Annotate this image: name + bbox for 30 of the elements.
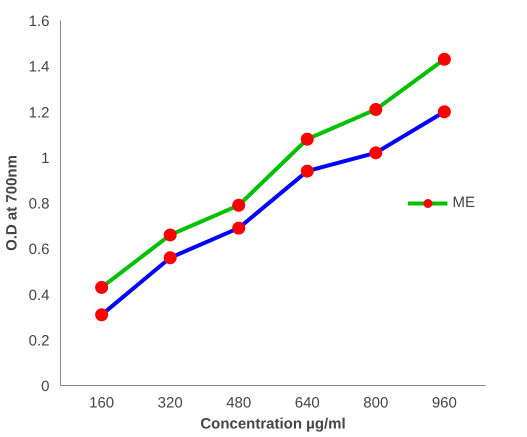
point — [164, 228, 177, 242]
y-tick-label: 1 — [41, 150, 50, 167]
point — [164, 251, 177, 264]
y-tick-label: 0 — [41, 378, 50, 395]
y-tick-label: 0.6 — [28, 241, 50, 258]
x-tick-label: 960 — [432, 394, 457, 412]
x-tick-label: 160 — [89, 394, 114, 412]
y-tick-label: 1.4 — [28, 58, 50, 76]
point — [300, 164, 314, 178]
y-tick-label: 0.4 — [28, 286, 50, 304]
point — [438, 52, 451, 66]
legend-label: ME — [452, 194, 475, 211]
y-tick-label: 1.2 — [28, 104, 50, 122]
x-tick-label: 800 — [363, 394, 388, 412]
y-axis-title: O.D at 700nm — [4, 155, 21, 251]
x-tick-label: 480 — [226, 394, 252, 412]
x-tick-label: 640 — [294, 394, 320, 412]
y-tick-label: 0.8 — [28, 196, 50, 212]
point — [95, 308, 108, 322]
y-tick-label: 1.6 — [28, 13, 50, 30]
point — [369, 102, 382, 116]
y-tick-label: 0.2 — [28, 332, 50, 350]
point — [438, 105, 451, 118]
point — [300, 132, 314, 146]
point — [369, 146, 382, 160]
point — [232, 222, 246, 235]
x-axis-title: Concentration µg/ml — [200, 416, 346, 432]
point — [95, 280, 108, 294]
x-tick-label: 320 — [158, 394, 183, 412]
point — [232, 198, 246, 212]
